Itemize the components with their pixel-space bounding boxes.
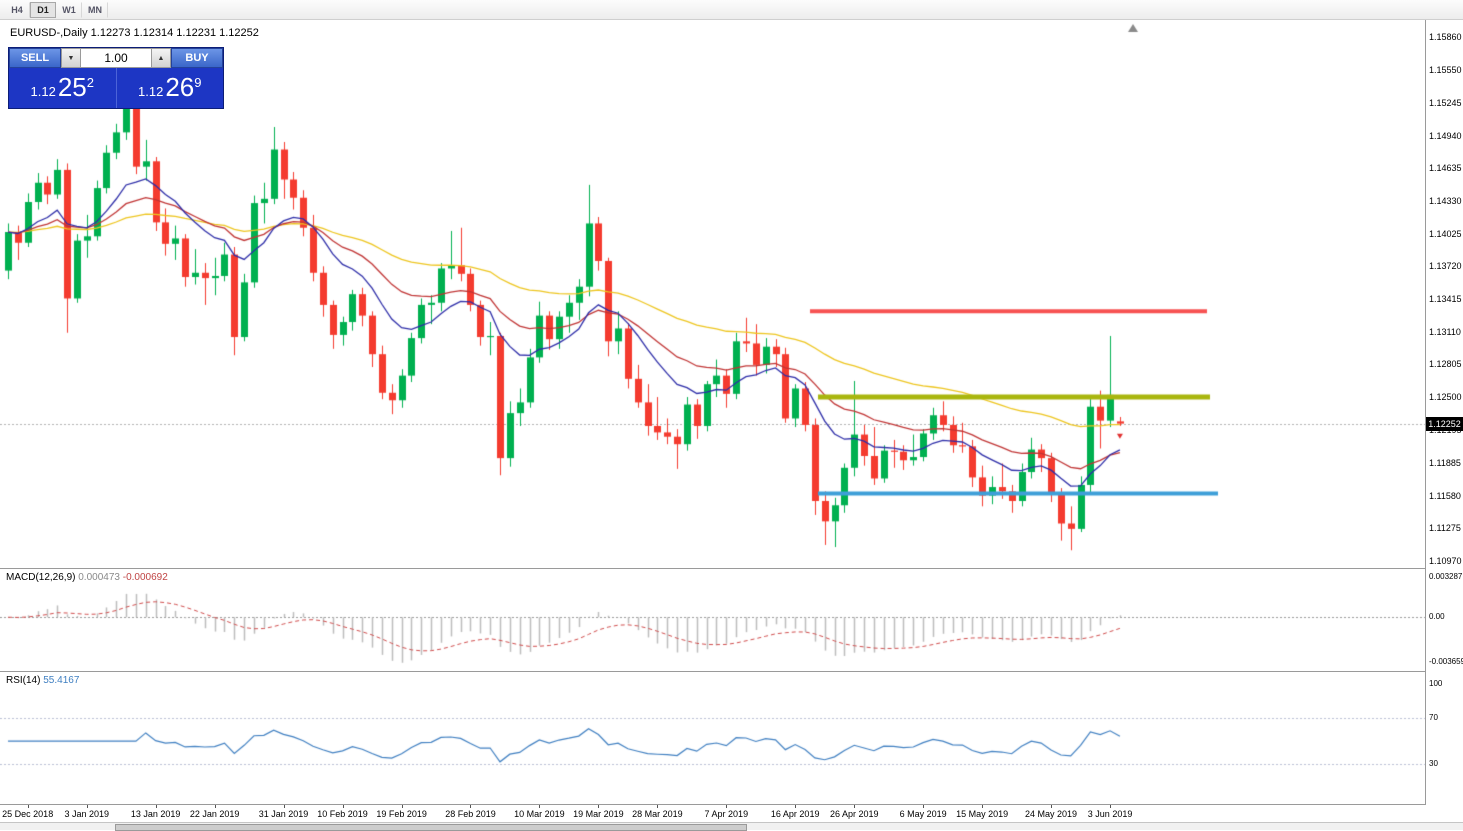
horizontal-scrollbar[interactable]: [0, 822, 1463, 831]
price-axis[interactable]: 1.15860 1.15550 1.15245 1.14940 1.14635 1.143…: [1425, 20, 1463, 805]
axis-label: 1.14330: [1429, 195, 1462, 206]
volume-increase-icon[interactable]: ▲: [151, 48, 171, 68]
date-label: 10 Feb 2019: [317, 809, 368, 819]
axis-label: -0.003659: [1429, 657, 1463, 666]
date-label: 10 Mar 2019: [514, 809, 565, 819]
date-tick: [342, 805, 344, 808]
date-label: 31 Jan 2019: [258, 809, 309, 819]
date-label: 19 Mar 2019: [573, 809, 624, 819]
date-label: 22 Jan 2019: [189, 809, 240, 819]
sell-button[interactable]: SELL: [9, 48, 61, 68]
date-tick: [598, 805, 600, 808]
date-label: 15 May 2019: [956, 809, 1009, 819]
date-label: 19 Feb 2019: [376, 809, 427, 819]
sell-price-sup: 2: [86, 75, 94, 90]
chart-ohlc-header: EURUSD-,Daily 1.12273 1.12314 1.12231 1.…: [10, 27, 259, 39]
axis-label: 1.10970: [1429, 556, 1462, 566]
axis-label: 0.00: [1429, 612, 1445, 622]
date-label: 28 Mar 2019: [632, 809, 683, 819]
date-tick: [539, 805, 541, 808]
axis-label: 1.12500: [1429, 392, 1462, 403]
tf-h4-button[interactable]: H4: [4, 1, 30, 18]
macd-name: MACD(12,26,9): [6, 572, 76, 583]
one-click-trade-panel: SELL ▼ ▲ BUY 1.12 25 2 1.12 26 9: [8, 47, 224, 109]
date-label: 3 Jun 2019: [1087, 809, 1133, 819]
buy-price-sup: 9: [194, 75, 202, 90]
date-tick: [657, 805, 659, 808]
axis-label: 1.11580: [1429, 490, 1461, 501]
tf-d1-button[interactable]: D1: [30, 1, 56, 18]
volume-input[interactable]: [81, 48, 151, 68]
date-label: 25 Dec 2018: [2, 809, 54, 819]
axis-label: 1.12805: [1429, 359, 1462, 370]
macd-panel: MACD(12,26,9) 0.000473 -0.000692: [0, 569, 1425, 672]
axis-label: 1.13415: [1429, 294, 1462, 304]
buy-button[interactable]: BUY: [171, 48, 223, 68]
axis-label: 1.15550: [1429, 65, 1462, 76]
date-axis[interactable]: 25 Dec 2018 3 Jan 2019 13 Jan 2019 22 Jan 2…: [0, 805, 1425, 822]
rsi-value: 55.4167: [43, 675, 80, 686]
date-tick: [155, 805, 157, 808]
date-tick: [401, 805, 403, 808]
macd-chart-canvas[interactable]: [0, 569, 1425, 671]
axis-label: 1.14940: [1429, 130, 1462, 141]
date-tick: [982, 805, 984, 808]
rsi-label: RSI(14) 55.4167: [6, 675, 79, 686]
date-tick: [726, 805, 728, 808]
date-label: 26 Apr 2019: [829, 809, 879, 819]
axis-label: 1.14025: [1429, 228, 1462, 239]
axis-label: 70: [1429, 713, 1438, 723]
date-tick: [1051, 805, 1053, 808]
axis-label: 1.14635: [1429, 163, 1462, 174]
axis-label: 1.15245: [1429, 97, 1462, 108]
bid-price-tag: 1.12252: [1426, 416, 1463, 431]
sell-price-big: 25: [57, 72, 87, 102]
axis-label: 1.13720: [1429, 261, 1462, 272]
date-tick: [214, 805, 216, 808]
date-tick: [854, 805, 856, 808]
date-label: 24 May 2019: [1025, 809, 1078, 819]
rsi-chart-canvas[interactable]: [0, 672, 1425, 804]
axis-label: 0.003287: [1429, 572, 1463, 581]
axis-label: 100: [1429, 679, 1443, 688]
tf-w1-button[interactable]: W1: [56, 1, 82, 18]
axis-label: 1.15860: [1429, 32, 1462, 42]
axis-label: 1.11275: [1429, 523, 1461, 534]
timeframe-toolbar: H4 D1 W1 MN: [0, 0, 1463, 20]
axis-label: 1.11885: [1429, 457, 1461, 468]
macd-main-value: 0.000473: [78, 572, 120, 583]
sell-price-prefix: 1.12: [30, 84, 56, 99]
rsi-panel: RSI(14) 55.4167: [0, 672, 1425, 805]
rsi-name: RSI(14): [6, 675, 41, 686]
date-tick: [923, 805, 925, 808]
volume-decrease-icon[interactable]: ▼: [61, 48, 81, 68]
date-label: 16 Apr 2019: [770, 809, 820, 819]
date-tick: [27, 805, 29, 808]
date-tick: [795, 805, 797, 808]
macd-signal-value: -0.000692: [122, 572, 168, 583]
sell-price-display[interactable]: 1.12 25 2: [9, 68, 117, 108]
date-label: 13 Jan 2019: [130, 809, 181, 819]
chart-window: EURUSD-,Daily 1.12273 1.12314 1.12231 1.…: [0, 20, 1463, 831]
axis-label: 1.13110: [1429, 326, 1461, 337]
date-label: 28 Feb 2019: [445, 809, 496, 819]
date-tick: [470, 805, 472, 808]
macd-label: MACD(12,26,9) 0.000473 -0.000692: [6, 572, 168, 583]
tf-mn-button[interactable]: MN: [82, 1, 108, 18]
buy-price-big: 26: [165, 72, 195, 102]
date-tick: [86, 805, 88, 808]
date-tick: [1110, 805, 1112, 808]
axis-label: 30: [1429, 759, 1438, 768]
price-panel: EURUSD-,Daily 1.12273 1.12314 1.12231 1.…: [0, 20, 1425, 569]
date-tick: [283, 805, 285, 808]
date-label: 7 Apr 2019: [704, 809, 749, 819]
date-label: 3 Jan 2019: [64, 809, 109, 819]
buy-price-prefix: 1.12: [138, 84, 164, 99]
date-label: 6 May 2019: [899, 809, 947, 819]
buy-price-display[interactable]: 1.12 26 9: [117, 68, 224, 108]
price-chart-canvas[interactable]: [0, 20, 1425, 568]
